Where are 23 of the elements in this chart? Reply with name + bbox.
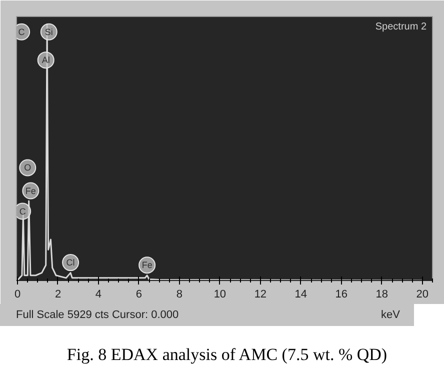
x-tick-label: 2 — [54, 288, 62, 300]
text: Fig. 8 EDAX analysis of AMC (7.5 wt. % QD) — [66, 344, 388, 366]
x-tick-label: 4 — [95, 288, 102, 300]
text: Full Scale 5929 cts Cursor: 0.000 — [16, 308, 179, 323]
x-tick-label: 10 — [214, 288, 226, 300]
annotation: Spectrum 2 — [375, 22, 427, 32]
annotation: C — [19, 206, 26, 216]
annotation: Al — [42, 55, 50, 66]
x-tick-label: 18 — [376, 288, 388, 300]
annotation: Cl — [66, 258, 75, 268]
x-tick-label: 12 — [254, 288, 267, 300]
x-tick-label: 0 — [14, 288, 21, 300]
x-tick-label: 16 — [335, 288, 348, 300]
x-axis-title: keV — [381, 308, 400, 323]
annotation: O — [24, 162, 32, 173]
annotation: Si — [44, 26, 53, 37]
annotation: Fe — [25, 186, 36, 196]
x-tick-label: 8 — [176, 288, 183, 300]
annotation: C — [18, 26, 26, 37]
x-tick-label: 14 — [294, 288, 308, 300]
annotation: Fe — [142, 260, 152, 270]
x-tick-label: 6 — [136, 288, 142, 300]
x-tick-label: 20 — [416, 288, 429, 300]
